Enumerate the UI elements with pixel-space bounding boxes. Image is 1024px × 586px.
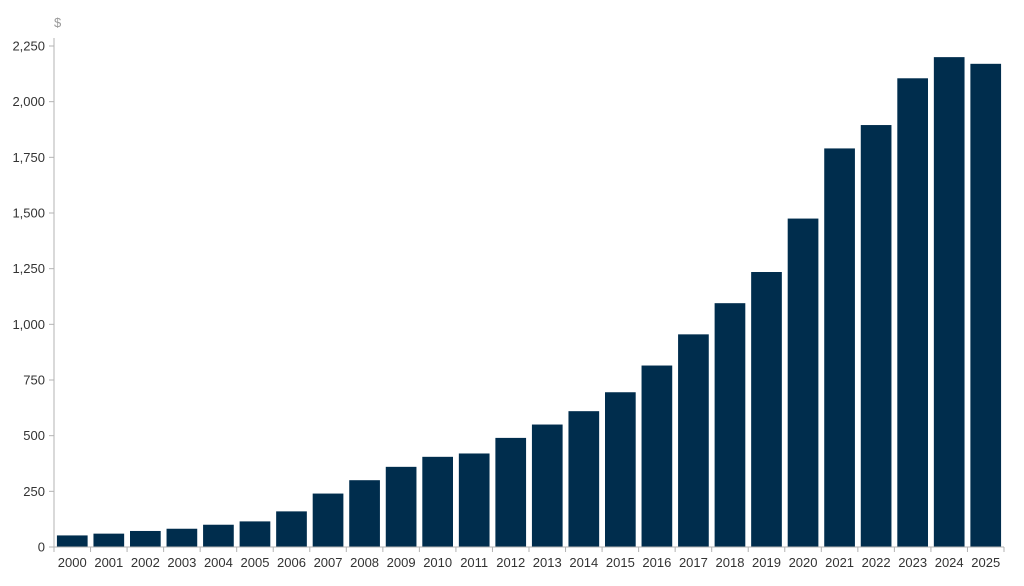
- y-tick-label: 250: [23, 484, 45, 499]
- y-tick-label: 2,000: [12, 94, 45, 109]
- bar: [56, 535, 88, 547]
- bar: [531, 424, 563, 547]
- bar: [970, 63, 1002, 548]
- x-tick-label: 2013: [533, 555, 562, 570]
- x-tick-label: 2008: [350, 555, 379, 570]
- y-tick-label: 750: [23, 373, 45, 388]
- bar: [641, 365, 673, 547]
- x-tick-label: 2006: [277, 555, 306, 570]
- x-tick-label: 2021: [825, 555, 854, 570]
- y-tick-label: 1,500: [12, 206, 45, 221]
- x-tick-label: 2019: [752, 555, 781, 570]
- x-tick-label: 2024: [935, 555, 964, 570]
- x-tick-label: 2009: [387, 555, 416, 570]
- bar: [312, 493, 344, 547]
- y-tick-label: 1,750: [12, 150, 45, 165]
- bar: [860, 125, 892, 548]
- x-tick-label: 2007: [314, 555, 343, 570]
- bar: [495, 437, 527, 547]
- y-tick-label: 500: [23, 428, 45, 443]
- y-axis-unit-label: $: [54, 15, 62, 30]
- bar: [239, 521, 271, 547]
- bar: [568, 411, 600, 547]
- x-tick-label: 2010: [423, 555, 452, 570]
- x-tick-label: 2002: [131, 555, 160, 570]
- bar: [203, 524, 234, 547]
- x-tick-label: 2017: [679, 555, 708, 570]
- bar: [422, 456, 453, 547]
- x-axis: 2000 2001 2002 2003 2004 2005 2006 2007 2008 2009…: [53, 546, 1005, 570]
- x-tick-label: 2018: [716, 555, 745, 570]
- x-tick-label: 2023: [898, 555, 927, 570]
- bars-group: [56, 57, 1002, 548]
- x-tick-label: 2020: [789, 555, 818, 570]
- x-tick-label: 2014: [569, 555, 598, 570]
- bar: [824, 148, 855, 547]
- bar: [385, 466, 417, 547]
- y-axis: 0 250 500 750 1,000 1,250 1,500 1,750 2,000 2,250: [12, 38, 55, 555]
- x-tick-label: 2012: [496, 555, 525, 570]
- bar: [166, 528, 198, 547]
- y-tick-label: 0: [38, 540, 45, 555]
- bar: [276, 511, 307, 547]
- bar: [678, 334, 709, 547]
- bar: [605, 392, 636, 547]
- x-tick-label: 2022: [862, 555, 891, 570]
- x-tick-label: 2015: [606, 555, 635, 570]
- bar: [349, 480, 380, 547]
- bar: [897, 78, 928, 547]
- bar: [751, 272, 782, 547]
- bar: [93, 533, 125, 547]
- x-tick-label: 2001: [94, 555, 123, 570]
- x-tick-label: 2016: [642, 555, 671, 570]
- bar: [130, 530, 161, 547]
- bar: [933, 57, 965, 548]
- bar: [714, 303, 746, 547]
- bar: [458, 453, 490, 547]
- x-tick-label: 2025: [971, 555, 1000, 570]
- x-tick-label: 2004: [204, 555, 233, 570]
- bar: [787, 218, 819, 548]
- y-tick-label: 1,000: [12, 317, 45, 332]
- y-tick-label: 1,250: [12, 261, 45, 276]
- x-tick-label: 2000: [58, 555, 87, 570]
- x-tick-label: 2011: [460, 555, 488, 570]
- x-tick-label: 2005: [241, 555, 270, 570]
- y-tick-label: 2,250: [12, 39, 45, 54]
- x-tick-label: 2003: [167, 555, 196, 570]
